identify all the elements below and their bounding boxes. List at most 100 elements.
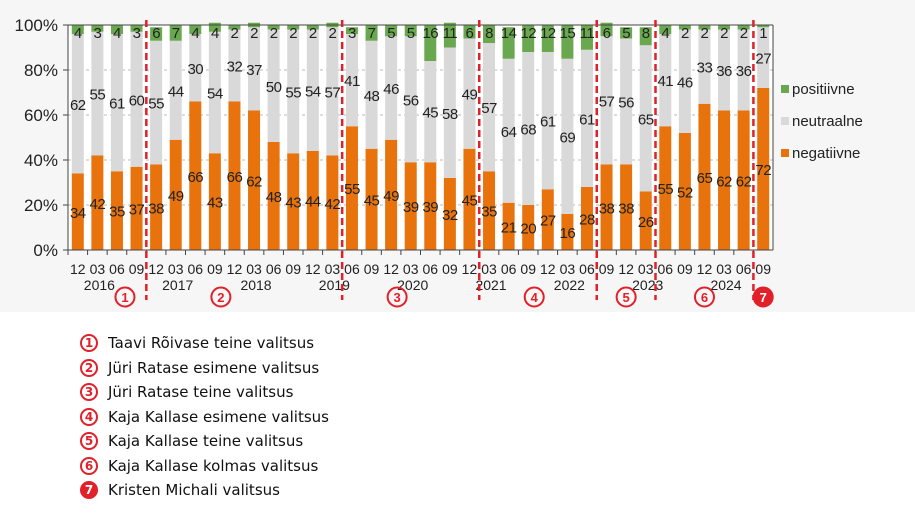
bar-positiivne xyxy=(580,25,593,50)
data-label-negatiivne: 20 xyxy=(520,221,536,238)
government-marker-2 xyxy=(210,286,232,308)
bar-neutraalne xyxy=(110,34,123,172)
bar-positiivne xyxy=(483,25,496,43)
bar-positiivne xyxy=(600,22,613,37)
x-month-label: 09 xyxy=(520,261,536,277)
data-label-neutraalne: 69 xyxy=(560,129,576,146)
bar-neutraalne xyxy=(71,34,84,174)
bar-negatiivne xyxy=(502,202,515,250)
data-label-neutraalne: 41 xyxy=(657,73,673,90)
data-label-positiivne: 2 xyxy=(289,25,297,42)
bar-neutraalne xyxy=(228,29,241,102)
government-name: Kaja Kallase teine valitsus xyxy=(108,432,304,451)
data-label-negatiivne: 55 xyxy=(657,181,673,198)
data-label-neutraalne: 46 xyxy=(383,81,399,98)
bar-negatiivne xyxy=(365,148,378,250)
bar-neutraalne xyxy=(678,29,691,133)
bar-neutraalne xyxy=(424,61,437,163)
data-label-negatiivne: 27 xyxy=(540,213,556,230)
bar-positiivne xyxy=(365,25,378,41)
data-label-neutraalne: 33 xyxy=(697,60,713,77)
government-list-item: 5 Kaja Kallase teine valitsus xyxy=(80,429,329,454)
bar-negatiivne xyxy=(580,187,593,250)
x-month-label: 09 xyxy=(207,261,223,277)
bar-neutraalne xyxy=(580,49,593,187)
bar-positiivne xyxy=(169,25,182,41)
data-label-positiivne: 11 xyxy=(580,25,595,42)
data-label-negatiivne: 42 xyxy=(90,196,106,213)
data-label-positiivne: 14 xyxy=(501,25,517,42)
bar-neutraalne xyxy=(169,40,182,140)
data-label-positiivne: 7 xyxy=(172,25,180,42)
bar-positiivne xyxy=(522,25,535,52)
x-month-label: 12 xyxy=(540,261,556,277)
data-label-positiivne: 2 xyxy=(740,25,748,42)
data-label-neutraalne: 41 xyxy=(344,73,360,90)
bar-positiivne xyxy=(443,22,456,48)
bar-negatiivne xyxy=(71,173,84,250)
government-number-badge: 6 xyxy=(80,456,98,475)
data-label-positiivne: 2 xyxy=(701,25,709,42)
data-label-positiivne: 1 xyxy=(759,25,767,42)
government-marker-number: 3 xyxy=(394,290,401,305)
bar-negatiivne xyxy=(345,126,358,250)
data-label-neutraalne: 61 xyxy=(540,114,556,131)
bar-negatiivne xyxy=(443,178,456,250)
data-label-negatiivne: 43 xyxy=(285,195,301,212)
data-label-neutraalne: 58 xyxy=(442,106,458,123)
bar-negatiivne xyxy=(600,164,613,250)
x-month-label: 12 xyxy=(462,261,478,277)
government-legend-list: 1 Taavi Rõivase teine valitsus 2 Jüri Ratas… xyxy=(80,331,329,503)
x-month-label: 03 xyxy=(403,261,419,277)
government-number-badge: 5 xyxy=(80,432,98,451)
x-month-label: 12 xyxy=(383,261,399,277)
legend-swatch-negatiivne xyxy=(781,149,789,157)
bar-negatiivne xyxy=(306,151,319,250)
x-month-label: 06 xyxy=(579,261,595,277)
x-month-label: 09 xyxy=(285,261,301,277)
x-year-label: 2024 xyxy=(710,277,741,293)
data-label-neutraalne: 56 xyxy=(618,95,634,112)
x-month-label: 12 xyxy=(70,261,86,277)
data-label-negatiivne: 35 xyxy=(109,204,125,221)
data-label-negatiivne: 43 xyxy=(207,195,223,212)
data-label-neutraalne: 36 xyxy=(716,63,732,80)
y-tick-label: 0% xyxy=(33,241,58,260)
data-label-negatiivne: 35 xyxy=(481,204,497,221)
bar-positiivne xyxy=(502,27,515,59)
data-label-negatiivne: 52 xyxy=(677,185,693,202)
bar-positiivne xyxy=(404,25,417,37)
bar-neutraalne xyxy=(698,29,711,104)
legend-swatch-positiivne xyxy=(781,85,789,93)
data-label-neutraalne: 30 xyxy=(187,61,203,78)
bar-positiivne xyxy=(306,25,319,30)
x-month-label: 03 xyxy=(716,261,732,277)
bar-positiivne xyxy=(385,25,398,37)
government-name: Kaja Kallase kolmas valitsus xyxy=(108,456,319,475)
data-label-positiivne: 8 xyxy=(642,25,650,42)
legend-label-positiivne: positiivne xyxy=(792,81,855,98)
data-label-negatiivne: 45 xyxy=(364,192,380,209)
x-month-label: 06 xyxy=(736,261,752,277)
bar-negatiivne xyxy=(678,133,691,250)
bar-neutraalne xyxy=(718,29,731,111)
data-label-positiivne: 2 xyxy=(720,25,728,42)
government-number-badge: 4 xyxy=(80,407,98,426)
bar-neutraalne xyxy=(600,36,613,165)
bar-positiivne xyxy=(678,25,691,30)
bar-negatiivne xyxy=(91,155,104,250)
x-year-label: 2023 xyxy=(632,277,663,293)
x-month-label: 09 xyxy=(364,261,380,277)
government-marker-4 xyxy=(523,286,545,308)
data-label-neutraalne: 61 xyxy=(109,96,125,113)
data-label-negatiivne: 37 xyxy=(129,201,145,218)
x-year-label: 2016 xyxy=(84,277,115,293)
bar-positiivne xyxy=(71,25,84,34)
data-label-positiivne: 11 xyxy=(443,25,458,42)
x-month-label: 09 xyxy=(755,261,771,277)
x-month-label: 06 xyxy=(109,261,125,277)
data-label-negatiivne: 45 xyxy=(462,192,478,209)
government-number-badge: 7 xyxy=(80,481,98,500)
bar-neutraalne xyxy=(443,47,456,178)
government-list-item: 2 Jüri Ratase esimene valitsus xyxy=(80,356,329,381)
